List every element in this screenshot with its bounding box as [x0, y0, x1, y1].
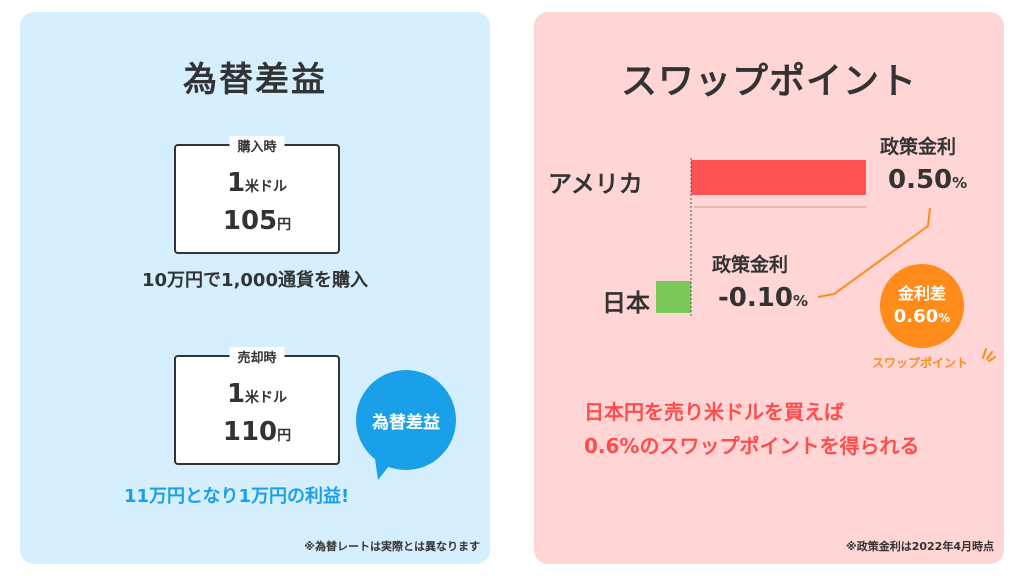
japan-rate-bar [656, 281, 691, 313]
purchase-box: 購入時 1米ドル 105円 [174, 136, 340, 254]
profit-note: 11万円となり1万円の利益! [124, 486, 350, 507]
japan-policy-rate-label: 政策金利 [712, 254, 789, 276]
purchase-price-number: 105 [222, 206, 278, 236]
usa-rate-bar [691, 160, 866, 195]
japan-label: 日本 [602, 289, 650, 317]
sale-price: 110円 [176, 417, 338, 447]
usa-label: アメリカ [548, 170, 643, 198]
usa-policy-rate-label: 政策金利 [880, 136, 957, 158]
sparkle-icon [982, 348, 996, 362]
usa-rate-percent: % [952, 174, 968, 192]
japan-rate-number: -0.10 [718, 283, 793, 313]
japan-rate-percent: % [792, 292, 808, 310]
fx-gain-speech-bubble: 為替差益 [356, 370, 456, 470]
fx-gain-panel: 為替差益 購入時 1米ドル 105円 10万円で1,000通貨を購入 売却時 1… [20, 12, 490, 564]
sale-unit-number: 1 [226, 379, 246, 409]
rate-difference-number: 0.60 [893, 306, 939, 327]
purchase-label: 購入時 [229, 136, 285, 155]
usa-policy-rate-value: 0.50% [888, 165, 967, 195]
speech-bubble-text: 為替差益 [372, 413, 440, 433]
swap-point-title: スワップポイント [620, 61, 917, 102]
policy-rate-chart [656, 158, 931, 316]
rate-difference-connector [817, 207, 931, 298]
rate-difference-badge: 金利差 0.60% [880, 264, 964, 348]
japan-policy-rate-value: -0.10% [718, 283, 808, 313]
rate-difference-label: 金利差 [897, 284, 946, 303]
sale-price-number: 110 [222, 417, 278, 447]
purchase-unit-number: 1 [226, 168, 246, 198]
policy-rate-footnote: ※政策金利は2022年4月時点 [846, 540, 994, 553]
conclusion-line-1: 日本円を売り米ドルを買えば [584, 400, 844, 424]
purchase-note: 10万円で1,000通貨を購入 [142, 270, 368, 291]
conclusion-line-2: 0.6%のスワップポイントを得られる [584, 434, 920, 458]
purchase-unit: 1米ドル [176, 168, 338, 198]
sale-label: 売却時 [229, 347, 285, 366]
rate-difference-percent: % [938, 311, 951, 325]
sale-price-unit: 円 [277, 428, 292, 444]
sale-unit: 1米ドル [176, 379, 338, 409]
exchange-rate-footnote: ※為替レートは実際とは異なります [304, 540, 480, 553]
sale-unit-text: 米ドル [245, 390, 288, 406]
usa-rate-number: 0.50 [888, 165, 953, 195]
swap-point-caption: スワップポイント [872, 356, 969, 370]
fx-gain-title: 為替差益 [183, 60, 327, 100]
purchase-price: 105円 [176, 206, 338, 236]
purchase-unit-text: 米ドル [245, 179, 288, 195]
sale-box: 売却時 1米ドル 110円 [174, 347, 340, 465]
purchase-price-unit: 円 [277, 217, 292, 233]
rate-difference-value: 0.60% [880, 306, 964, 327]
swap-point-panel: スワップポイント アメリカ 日本 政策金利 0.50% 政策金利 -0.10% … [534, 12, 1004, 564]
